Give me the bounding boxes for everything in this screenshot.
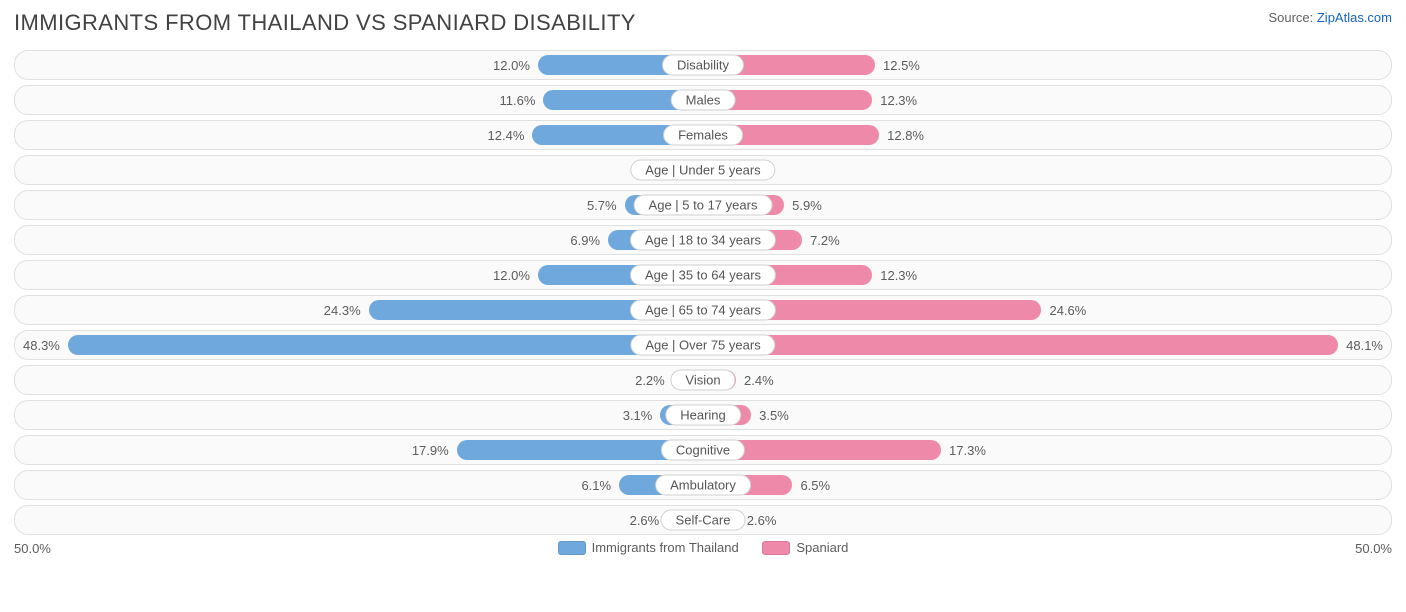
category-pill: Age | 35 to 64 years bbox=[630, 265, 776, 286]
chart-row: 3.1% 3.5% Hearing bbox=[14, 400, 1392, 430]
chart-footer: 50.0% Immigrants from Thailand Spaniard … bbox=[14, 540, 1392, 558]
chart-row: 48.3% 48.1% Age | Over 75 years bbox=[14, 330, 1392, 360]
source-link[interactable]: ZipAtlas.com bbox=[1317, 10, 1392, 25]
row-right-half: 7.2% bbox=[703, 226, 1391, 254]
diverging-bar-chart: 12.0% 12.5% Disability 11.6% 12.3% Males 12.4%… bbox=[14, 50, 1392, 535]
left-value: 12.0% bbox=[485, 58, 538, 73]
row-left-half: 6.1% bbox=[15, 471, 703, 499]
chart-row: 17.9% 17.3% Cognitive bbox=[14, 435, 1392, 465]
row-left-half: 2.2% bbox=[15, 366, 703, 394]
chart-row: 2.2% 2.4%Vision bbox=[14, 365, 1392, 395]
category-pill: Age | 18 to 34 years bbox=[630, 230, 776, 251]
row-left-half: 48.3% bbox=[15, 331, 703, 359]
category-pill: Hearing bbox=[665, 405, 741, 426]
right-value: 6.5% bbox=[792, 478, 838, 493]
category-pill: Cognitive bbox=[661, 440, 745, 461]
category-pill: Age | 5 to 17 years bbox=[634, 195, 773, 216]
category-pill: Age | Under 5 years bbox=[630, 160, 775, 181]
row-left-half: 12.4% bbox=[15, 121, 703, 149]
right-value: 12.3% bbox=[872, 93, 925, 108]
row-left-half: 12.0% bbox=[15, 51, 703, 79]
row-left-half: 2.6% bbox=[15, 506, 703, 534]
row-right-half: 2.4% bbox=[703, 366, 1391, 394]
right-value: 2.6% bbox=[739, 513, 785, 528]
chart-row: 6.1% 6.5% Ambulatory bbox=[14, 470, 1392, 500]
right-value: 17.3% bbox=[941, 443, 994, 458]
chart-row: 12.0% 12.5% Disability bbox=[14, 50, 1392, 80]
row-right-half: 2.6% bbox=[703, 506, 1391, 534]
category-pill: Females bbox=[663, 125, 743, 146]
chart-title: IMMIGRANTS FROM THAILAND VS SPANIARD DIS… bbox=[14, 10, 636, 36]
row-left-half: 5.7% bbox=[15, 191, 703, 219]
right-value: 12.8% bbox=[879, 128, 932, 143]
row-right-half: 5.9% bbox=[703, 191, 1391, 219]
axis-right-max: 50.0% bbox=[1332, 541, 1392, 556]
left-value: 6.9% bbox=[562, 233, 608, 248]
legend-item-right: Spaniard bbox=[762, 540, 848, 555]
row-right-half: 3.5% bbox=[703, 401, 1391, 429]
category-pill: Self-Care bbox=[661, 510, 746, 531]
row-right-half: 6.5% bbox=[703, 471, 1391, 499]
chart-row: 12.4% 12.8% Females bbox=[14, 120, 1392, 150]
right-value: 2.4% bbox=[736, 373, 782, 388]
row-left-half: 1.2% bbox=[15, 156, 703, 184]
chart-row: 6.9% 7.2% Age | 18 to 34 years bbox=[14, 225, 1392, 255]
row-right-half: 12.3% bbox=[703, 261, 1391, 289]
row-right-half: 48.1% bbox=[703, 331, 1391, 359]
source-attribution: Source: ZipAtlas.com bbox=[1268, 10, 1392, 25]
right-value: 24.6% bbox=[1041, 303, 1094, 318]
row-right-half: 1.4% bbox=[703, 156, 1391, 184]
right-value: 12.3% bbox=[872, 268, 925, 283]
row-right-half: 24.6% bbox=[703, 296, 1391, 324]
right-value: 5.9% bbox=[784, 198, 830, 213]
left-value: 3.1% bbox=[615, 408, 661, 423]
row-right-half: 17.3% bbox=[703, 436, 1391, 464]
left-value: 12.4% bbox=[480, 128, 533, 143]
row-left-half: 24.3% bbox=[15, 296, 703, 324]
row-left-half: 12.0% bbox=[15, 261, 703, 289]
left-value: 11.6% bbox=[491, 93, 543, 108]
chart-row: 1.2%1.4%Age | Under 5 years bbox=[14, 155, 1392, 185]
legend-swatch-left bbox=[558, 541, 586, 555]
legend-item-left: Immigrants from Thailand bbox=[558, 540, 739, 555]
chart-row: 12.0% 12.3% Age | 35 to 64 years bbox=[14, 260, 1392, 290]
row-right-half: 12.5% bbox=[703, 51, 1391, 79]
left-value: 17.9% bbox=[404, 443, 457, 458]
category-pill: Males bbox=[671, 90, 736, 111]
left-value: 48.3% bbox=[15, 338, 68, 353]
left-value: 12.0% bbox=[485, 268, 538, 283]
chart-header: IMMIGRANTS FROM THAILAND VS SPANIARD DIS… bbox=[14, 10, 1392, 36]
chart-row: 11.6% 12.3% Males bbox=[14, 85, 1392, 115]
left-value: 24.3% bbox=[316, 303, 369, 318]
category-pill: Disability bbox=[662, 55, 744, 76]
row-left-half: 6.9% bbox=[15, 226, 703, 254]
row-left-half: 11.6% bbox=[15, 86, 703, 114]
right-value: 3.5% bbox=[751, 408, 797, 423]
left-bar bbox=[68, 335, 703, 355]
row-left-half: 17.9% bbox=[15, 436, 703, 464]
axis-left-max: 50.0% bbox=[14, 541, 74, 556]
chart-row: 24.3% 24.6% Age | 65 to 74 years bbox=[14, 295, 1392, 325]
category-pill: Ambulatory bbox=[655, 475, 751, 496]
left-value: 2.2% bbox=[627, 373, 673, 388]
right-value: 12.5% bbox=[875, 58, 928, 73]
right-bar bbox=[703, 335, 1338, 355]
legend-label-left: Immigrants from Thailand bbox=[592, 540, 739, 555]
chart-row: 2.6% 2.6%Self-Care bbox=[14, 505, 1392, 535]
legend-swatch-right bbox=[762, 541, 790, 555]
right-value: 7.2% bbox=[802, 233, 848, 248]
source-label: Source: bbox=[1268, 10, 1316, 25]
category-pill: Vision bbox=[670, 370, 735, 391]
legend: Immigrants from Thailand Spaniard bbox=[74, 540, 1332, 558]
legend-label-right: Spaniard bbox=[796, 540, 848, 555]
row-right-half: 12.3% bbox=[703, 86, 1391, 114]
right-value: 48.1% bbox=[1338, 338, 1391, 353]
left-value: 6.1% bbox=[573, 478, 619, 493]
row-left-half: 3.1% bbox=[15, 401, 703, 429]
category-pill: Age | Over 75 years bbox=[630, 335, 775, 356]
category-pill: Age | 65 to 74 years bbox=[630, 300, 776, 321]
chart-row: 5.7% 5.9% Age | 5 to 17 years bbox=[14, 190, 1392, 220]
left-value: 5.7% bbox=[579, 198, 625, 213]
row-right-half: 12.8% bbox=[703, 121, 1391, 149]
